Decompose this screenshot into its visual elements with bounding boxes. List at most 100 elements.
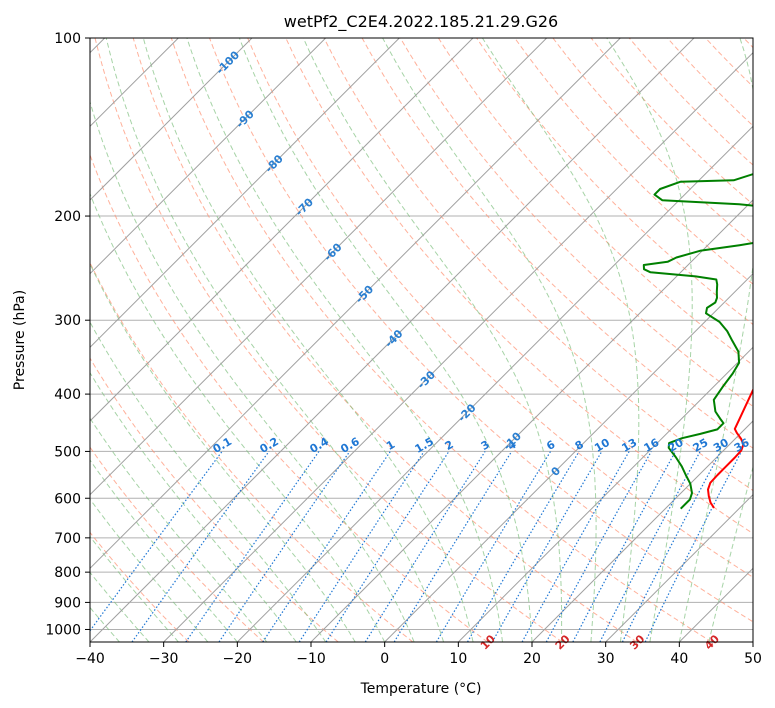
mixing-ratio-line — [131, 451, 270, 642]
y-axis: 1000 900 800 700 600 500 400 300 200 100 — [45, 31, 90, 638]
mixing-ratio-label: 0.6 — [338, 435, 362, 456]
dry-adiabat-line — [323, 38, 753, 492]
isotherm-line — [90, 38, 400, 349]
mixing-ratio-label: 1 — [384, 438, 397, 453]
isotherm-line — [384, 272, 753, 642]
moist-adiabat-line — [90, 498, 209, 642]
mixing-ratio-label: 13 — [620, 436, 640, 455]
mixing-ratio-label: 30 — [711, 436, 731, 455]
mixing-ratio-line — [298, 451, 425, 642]
mixing-ratio-label: 3 — [479, 438, 492, 453]
mixing-ratio-line — [491, 451, 603, 642]
mixing-ratio-label: 0.1 — [211, 435, 234, 456]
dry-adiabat-line — [90, 357, 339, 642]
x-tick-label: 20 — [523, 651, 541, 667]
isotherm-line — [531, 420, 753, 642]
mixing-ratio-line — [466, 451, 580, 642]
mixing-ratio-label: 0.4 — [308, 435, 332, 456]
moist-adiabat-line — [90, 321, 327, 642]
moist-adiabat-line — [105, 38, 445, 642]
x-tick-label: −30 — [149, 651, 179, 667]
y-tick-label: 200 — [54, 209, 81, 225]
dry-adiabat-line — [476, 38, 753, 326]
temperature-profile-line — [707, 387, 753, 509]
dry-adiabat-line — [90, 531, 190, 642]
isotherm-line — [752, 641, 753, 642]
moist-adiabat-line — [186, 38, 503, 642]
isotherm-line — [90, 38, 548, 496]
y-axis-title: Pressure (hPa) — [12, 290, 28, 390]
moist-adiabat-line — [708, 465, 753, 642]
mixing-ratio-line — [393, 451, 513, 642]
dry-adiabat-line — [590, 38, 753, 206]
moist-adiabat-line — [678, 38, 753, 642]
chart-title: wetPf2_C2E4.2022.185.21.29.G26 — [284, 12, 558, 32]
mixing-ratio-label: 10 — [592, 436, 612, 455]
moist-adiabat-line — [382, 38, 597, 642]
mixing-ratio-line — [364, 451, 486, 642]
mixing-ratio-line — [621, 451, 722, 642]
isotherm-line — [90, 38, 621, 570]
y-tick-label: 800 — [54, 565, 81, 581]
moist-adiabat-line — [606, 38, 693, 642]
y-tick-label: 900 — [54, 595, 81, 611]
dry-adiabat-line — [90, 153, 488, 642]
x-tick-label: −10 — [296, 651, 326, 667]
x-tick-label: 0 — [380, 651, 389, 667]
mixing-ratio-label: 6 — [544, 438, 557, 453]
isotherm-line — [236, 125, 753, 642]
mixing-ratio-line — [185, 451, 320, 642]
mixing-ratio-line — [599, 451, 701, 642]
moist-adiabat-line — [90, 459, 238, 642]
y-tick-label: 700 — [54, 531, 81, 547]
isotherm-line — [457, 346, 753, 642]
dry-adiabats — [90, 38, 753, 642]
dry-adiabat-line — [705, 38, 753, 88]
mixing-ratio-label: 2 — [443, 438, 456, 453]
mixing-ratio-label: 16 — [642, 436, 662, 455]
dry-adiabat-line — [247, 38, 753, 578]
dry-adiabat-line — [90, 261, 414, 642]
dry-adiabat-line — [552, 38, 753, 245]
isotherm-line — [605, 493, 753, 642]
x-axis: −40 −30 −20 −10 0 10 20 30 40 50 — [75, 642, 762, 667]
moist-adiabat-line — [90, 417, 268, 642]
dry-adiabat-line — [743, 38, 753, 49]
dry-adiabat-line — [285, 38, 753, 535]
dry-adiabat-line — [132, 38, 638, 642]
mixing-ratio-line — [644, 451, 743, 642]
dry-adiabat-line — [667, 38, 753, 127]
isotherm-line — [163, 51, 753, 642]
mixing-ratio-line — [521, 451, 630, 642]
mixing-ratio-label: 0.2 — [258, 435, 281, 456]
isotherm-label: -80 — [263, 152, 286, 175]
moist-adiabat-line — [142, 38, 474, 642]
isotherm-line — [90, 38, 474, 422]
moist-adiabat-line — [302, 38, 563, 642]
moist-adiabat-line — [90, 262, 356, 642]
x-tick-label: 40 — [670, 651, 688, 667]
plot-frame — [89, 37, 754, 643]
dry-adiabat-line — [437, 38, 753, 366]
isotherm-line — [310, 199, 753, 642]
isotherm-label: -90 — [234, 107, 257, 130]
y-tick-label: 600 — [54, 491, 81, 507]
dry-adiabat-line — [399, 38, 753, 407]
dry-adiabat-line — [209, 38, 753, 623]
y-tick-label: 1000 — [45, 622, 81, 638]
y-tick-label: 400 — [54, 387, 81, 403]
plot-area: 0.1 0.2 0.4 0.6 1 1.5 2 3 4 6 8 10 13 16 20 25 30 36-100-… — [89, 37, 754, 652]
y-tick-label: 300 — [54, 313, 81, 329]
mixing-ratio-label: 25 — [691, 436, 711, 455]
isotherm-line — [90, 38, 327, 275]
x-tick-label: −20 — [223, 651, 253, 667]
x-tick-label: −40 — [75, 651, 105, 667]
moist-adiabat-line — [238, 38, 533, 642]
mixing-ratio-line — [325, 451, 450, 642]
x-tick-label: 50 — [744, 651, 762, 667]
contour-labels: 0.1 0.2 0.4 0.6 1 1.5 2 3 4 6 8 10 13 16 20 25 30 36-100-… — [211, 48, 752, 652]
isotherm-label: -100 — [214, 48, 243, 77]
isotherm-line — [90, 38, 695, 642]
mixing-ratio-line — [262, 451, 391, 642]
mixing-ratio-lines — [90, 451, 743, 642]
